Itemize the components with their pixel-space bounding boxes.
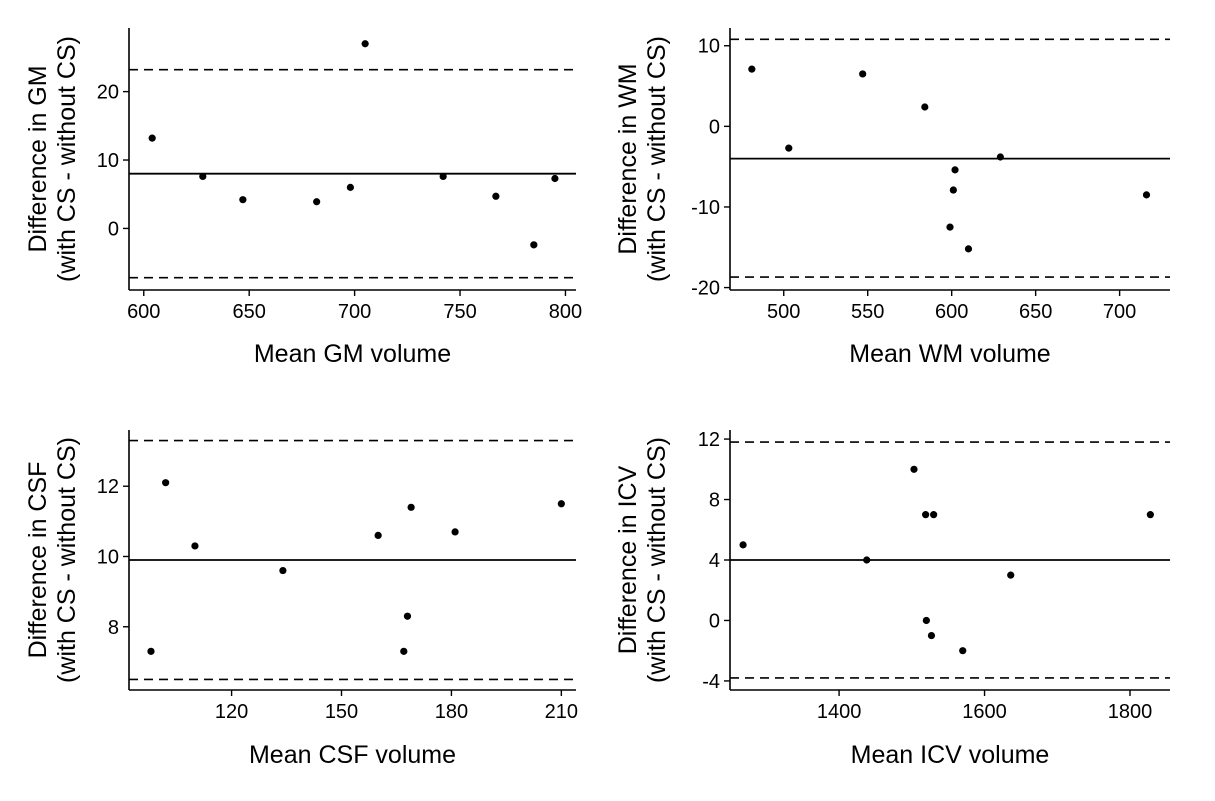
data-point	[451, 528, 459, 536]
panel-wm: 500 550 600 650 700 -20 -10 0 10 Mean WM volume Di…	[614, 28, 1170, 368]
data-point	[922, 511, 930, 519]
y-tick-label: 0	[108, 218, 119, 240]
data-point	[361, 40, 369, 48]
y-tick-label: 10	[698, 36, 720, 58]
y-axis-title-line1: Difference in WM	[614, 63, 642, 254]
data-point	[279, 566, 287, 575]
x-axis-title: Mean WM volume	[849, 340, 1050, 368]
x-axis-title: Mean ICV volume	[851, 741, 1050, 769]
data-point	[557, 500, 565, 508]
y-tick-label: -20	[691, 278, 720, 300]
data-point	[439, 172, 447, 181]
y-tick-label: 10	[97, 546, 119, 568]
x-axis-title: Mean CSF volume	[249, 741, 456, 769]
data-point	[313, 198, 321, 206]
x-tick-label: 650	[232, 301, 265, 323]
data-point	[922, 616, 930, 625]
data-point	[403, 612, 412, 620]
x-tick-label: 700	[338, 301, 371, 323]
data-point	[739, 541, 747, 549]
y-axis-title-line1: Difference in CSF	[24, 462, 52, 659]
data-point	[785, 144, 793, 152]
y-tick-label: 4	[709, 550, 720, 572]
y-axis-title-line2: (with CS - without CS)	[53, 437, 81, 683]
data-point	[959, 647, 967, 655]
data-point	[927, 631, 936, 640]
y-tick-label: -10	[691, 197, 720, 219]
data-point	[964, 245, 973, 253]
data-point	[946, 223, 954, 231]
data-point	[921, 103, 929, 111]
data-point	[162, 479, 170, 487]
y-tick-label: -4	[702, 671, 720, 693]
x-tick-label: 700	[1103, 301, 1136, 323]
panel-icv: 1400 1600 1800 -4 0 4 8 12 Mean ICV volume Differ…	[614, 429, 1170, 769]
x-tick-label: 750	[443, 301, 476, 323]
x-tick-label: 550	[851, 301, 884, 323]
data-point	[949, 186, 957, 194]
x-tick-label: 180	[435, 701, 468, 723]
x-tick-label: 500	[767, 301, 800, 323]
x-tick-label: 600	[127, 301, 160, 323]
data-point	[551, 174, 559, 183]
x-tick-label: 1800	[1108, 701, 1153, 723]
x-tick-label: 800	[549, 301, 582, 323]
y-axis-title-line2: (with CS - without CS)	[643, 36, 671, 282]
data-point	[492, 192, 500, 200]
data-point	[996, 153, 1004, 161]
data-point	[1007, 571, 1015, 579]
data-point	[374, 531, 382, 540]
y-tick-label: 0	[709, 116, 720, 138]
panel-gm: 600 650 700 750 800 0 10 20 Mean GM volume Differ…	[24, 28, 582, 368]
y-axis-title: Difference in CSF(with CS - without CS)	[24, 437, 81, 683]
y-tick-label: 8	[709, 490, 720, 512]
panel-csf: 120 150 180 210 8 10 12 Mean CSF volume Differen…	[24, 430, 578, 769]
y-tick-label: 10	[97, 150, 119, 172]
data-point	[530, 241, 538, 249]
data-point	[1142, 191, 1151, 199]
data-point	[147, 647, 155, 655]
data-point	[407, 503, 415, 511]
y-axis-title: Difference in WM(with CS - without CS)	[614, 36, 671, 282]
data-point	[239, 196, 247, 204]
x-axis-title: Mean GM volume	[254, 340, 451, 368]
y-tick-label: 12	[97, 476, 119, 498]
x-tick-label: 120	[215, 701, 248, 723]
y-tick-label: 0	[709, 610, 720, 632]
data-point	[859, 70, 867, 78]
x-tick-label: 1400	[817, 701, 862, 723]
data-point	[400, 647, 408, 655]
y-axis-title-line1: Difference in ICV	[614, 465, 642, 654]
data-point	[346, 183, 354, 191]
x-tick-label: 150	[325, 701, 358, 723]
x-tick-label: 1600	[962, 701, 1007, 723]
y-axis-title-line1: Difference in GM	[24, 65, 52, 252]
y-tick-label: 20	[97, 82, 119, 104]
y-axis-title: Difference in GM(with CS - without CS)	[24, 36, 81, 282]
x-tick-label: 210	[545, 701, 578, 723]
y-axis-title: Difference in ICV(with CS - without CS)	[614, 437, 671, 683]
x-tick-label: 600	[935, 301, 968, 323]
data-point	[951, 166, 959, 174]
data-point	[863, 556, 871, 564]
y-axis-title-line2: (with CS - without CS)	[53, 36, 81, 282]
data-point	[191, 542, 199, 550]
data-point	[148, 134, 156, 142]
data-point	[930, 511, 938, 519]
y-tick-label: 8	[108, 617, 119, 639]
data-point	[199, 172, 207, 181]
x-tick-label: 650	[1019, 301, 1052, 323]
y-axis-title-line2: (with CS - without CS)	[643, 437, 671, 683]
y-tick-label: 12	[698, 429, 720, 451]
data-point	[1146, 511, 1154, 519]
data-point	[910, 465, 918, 473]
data-point	[748, 65, 756, 73]
